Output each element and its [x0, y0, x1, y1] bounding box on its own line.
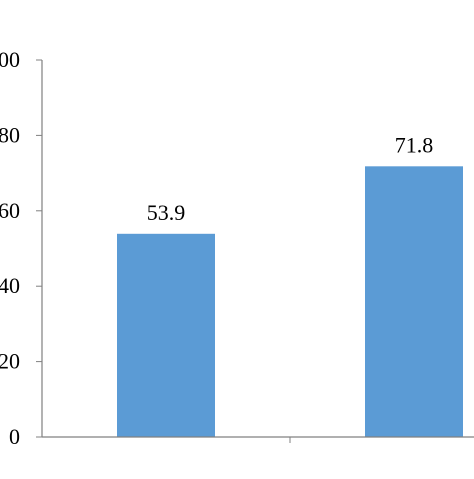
bar — [117, 233, 215, 437]
data-label: 53.9 — [147, 200, 186, 225]
y-tick-label: 20 — [0, 349, 20, 374]
bar — [365, 166, 463, 437]
y-axis-ticks: 0 20 40 60 80 100 — [0, 47, 42, 449]
y-tick-label: 40 — [0, 273, 20, 298]
bars — [117, 166, 463, 437]
y-tick-label: 0 — [9, 424, 20, 449]
y-tick-label: 100 — [0, 47, 20, 72]
axes — [41, 60, 474, 443]
data-label: 71.8 — [395, 132, 434, 157]
data-labels: 53.9 71.8 — [147, 132, 434, 224]
y-tick-label: 60 — [0, 198, 20, 223]
y-tick-label: 80 — [0, 122, 20, 147]
